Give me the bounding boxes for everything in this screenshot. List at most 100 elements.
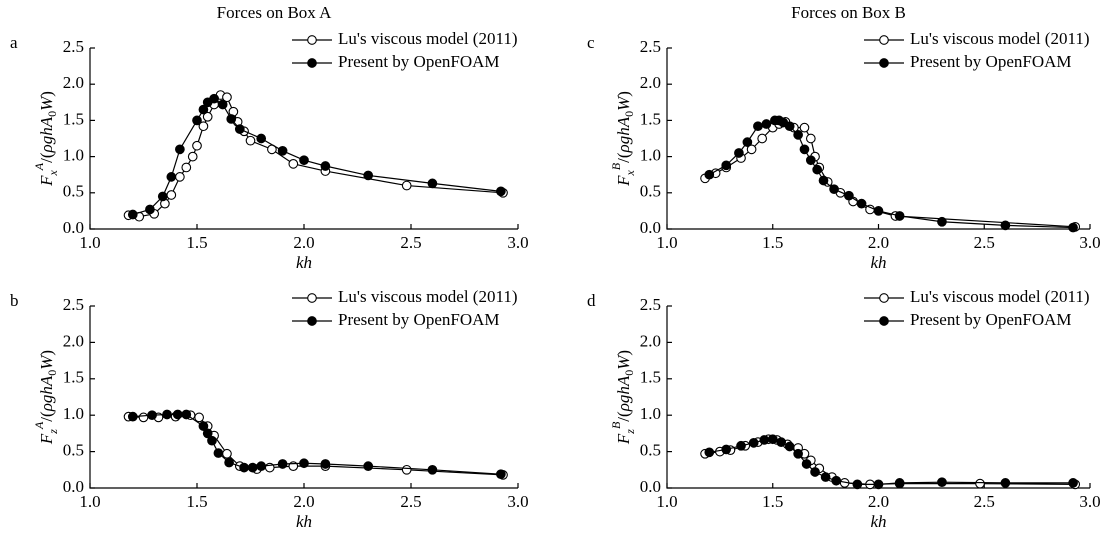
y-tick-label: 1.5 <box>640 368 661 387</box>
y-tick-label: 0.5 <box>63 441 84 460</box>
x-tick-label: 3.0 <box>507 233 528 252</box>
data-point <box>234 124 245 134</box>
data-point <box>198 421 209 431</box>
data-point <box>222 448 232 459</box>
x-axis-label: kh <box>870 253 886 272</box>
legend-marker <box>879 35 889 45</box>
x-axis-label: kh <box>296 253 312 272</box>
data-point <box>937 477 947 488</box>
data-point <box>239 462 249 473</box>
y-axis-label: FxA/(ρghA0W) <box>32 91 60 187</box>
y-axis-label-part: 0 <box>622 370 636 376</box>
x-tick-label: 1.5 <box>762 233 783 252</box>
x-tick-label: 1.0 <box>656 492 677 511</box>
legend-label: Present by OpenFOAM <box>338 310 500 329</box>
y-tick-label: 0.5 <box>63 182 84 201</box>
y-tick-label: 1.0 <box>640 404 661 423</box>
y-tick-label: 1.0 <box>63 404 84 423</box>
data-point <box>844 190 854 201</box>
data-point <box>172 409 183 420</box>
data-point <box>363 461 374 472</box>
data-point <box>799 122 810 133</box>
x-tick-label: 3.0 <box>1079 233 1100 252</box>
data-point <box>704 447 715 458</box>
panel-label: a <box>10 33 18 52</box>
legend-label: Present by OpenFOAM <box>910 310 1072 329</box>
y-tick-label: 1.0 <box>63 146 84 165</box>
data-point <box>748 438 759 448</box>
data-point <box>127 209 138 220</box>
panel-label: d <box>587 291 596 310</box>
data-point <box>937 216 947 227</box>
data-point <box>831 475 842 486</box>
data-point <box>1068 222 1078 233</box>
y-tick-label: 2.5 <box>63 295 84 314</box>
data-point <box>181 162 192 173</box>
data-point <box>810 467 820 477</box>
x-tick-label: 2.0 <box>293 233 314 252</box>
data-point <box>776 437 787 447</box>
legend-marker <box>307 35 317 45</box>
data-point <box>829 184 839 195</box>
data-point <box>753 121 763 132</box>
y-tick-label: 1.5 <box>640 109 661 128</box>
y-axis-label-part: F <box>37 175 56 187</box>
y-axis-label-part: z <box>46 429 60 435</box>
data-point <box>145 204 155 215</box>
data-point <box>207 435 217 446</box>
y-axis-label-part: x <box>46 170 60 177</box>
data-point <box>496 186 506 197</box>
y-tick-label: 2.0 <box>640 331 661 350</box>
legend-label: Lu's viscous model (2011) <box>910 29 1090 48</box>
y-axis-label-part: B <box>609 162 623 170</box>
data-point <box>175 172 185 182</box>
y-axis-label-part: x <box>623 170 637 177</box>
x-tick-label: 1.5 <box>186 492 207 511</box>
legend-label: Present by OpenFOAM <box>338 52 500 71</box>
data-point <box>721 444 732 455</box>
y-axis-label-part: ρghA <box>614 116 633 153</box>
data-point <box>202 428 213 439</box>
x-tick-label: 2.0 <box>868 233 889 252</box>
x-tick-label: 1.5 <box>762 492 783 511</box>
legend-marker <box>879 293 889 303</box>
y-axis-label-part: ) <box>614 350 633 356</box>
data-point <box>209 93 219 104</box>
y-axis-label-part: ρghA <box>614 375 633 412</box>
y-axis-label-part: W <box>614 354 633 370</box>
y-axis-label-part: /( <box>614 411 633 422</box>
data-point <box>742 137 753 147</box>
data-point <box>217 99 228 110</box>
data-point <box>427 464 438 475</box>
series-line <box>709 438 1074 485</box>
data-point <box>202 111 213 122</box>
legend-marker <box>307 293 317 303</box>
y-axis-label-part: B <box>609 421 623 429</box>
y-tick-label: 2.0 <box>63 331 84 350</box>
y-axis-label-part: A <box>32 162 46 171</box>
y-axis-label-part: ) <box>37 350 56 356</box>
x-tick-label: 2.5 <box>974 492 995 511</box>
data-point <box>757 133 768 144</box>
panel-label: c <box>587 33 595 52</box>
data-point <box>975 478 985 489</box>
data-point <box>761 119 772 129</box>
y-tick-label: 1.0 <box>640 146 661 165</box>
data-point <box>181 409 192 420</box>
legend-label: Lu's viscous model (2011) <box>910 287 1090 306</box>
data-point <box>299 155 309 166</box>
data-point <box>166 190 177 200</box>
y-axis-label: FzB/(ρghA0W) <box>609 350 637 445</box>
y-axis-label-part: F <box>614 175 633 187</box>
data-point <box>1000 220 1011 231</box>
data-point <box>256 133 267 144</box>
y-tick-label: 2.5 <box>640 295 661 314</box>
data-point <box>192 140 202 151</box>
x-tick-label: 1.0 <box>79 492 100 511</box>
data-point <box>812 164 823 175</box>
data-point <box>401 180 412 191</box>
y-axis-label-part: ) <box>614 91 633 97</box>
data-point <box>873 206 884 216</box>
y-tick-label: 0.0 <box>63 477 84 496</box>
series-line <box>128 414 504 476</box>
